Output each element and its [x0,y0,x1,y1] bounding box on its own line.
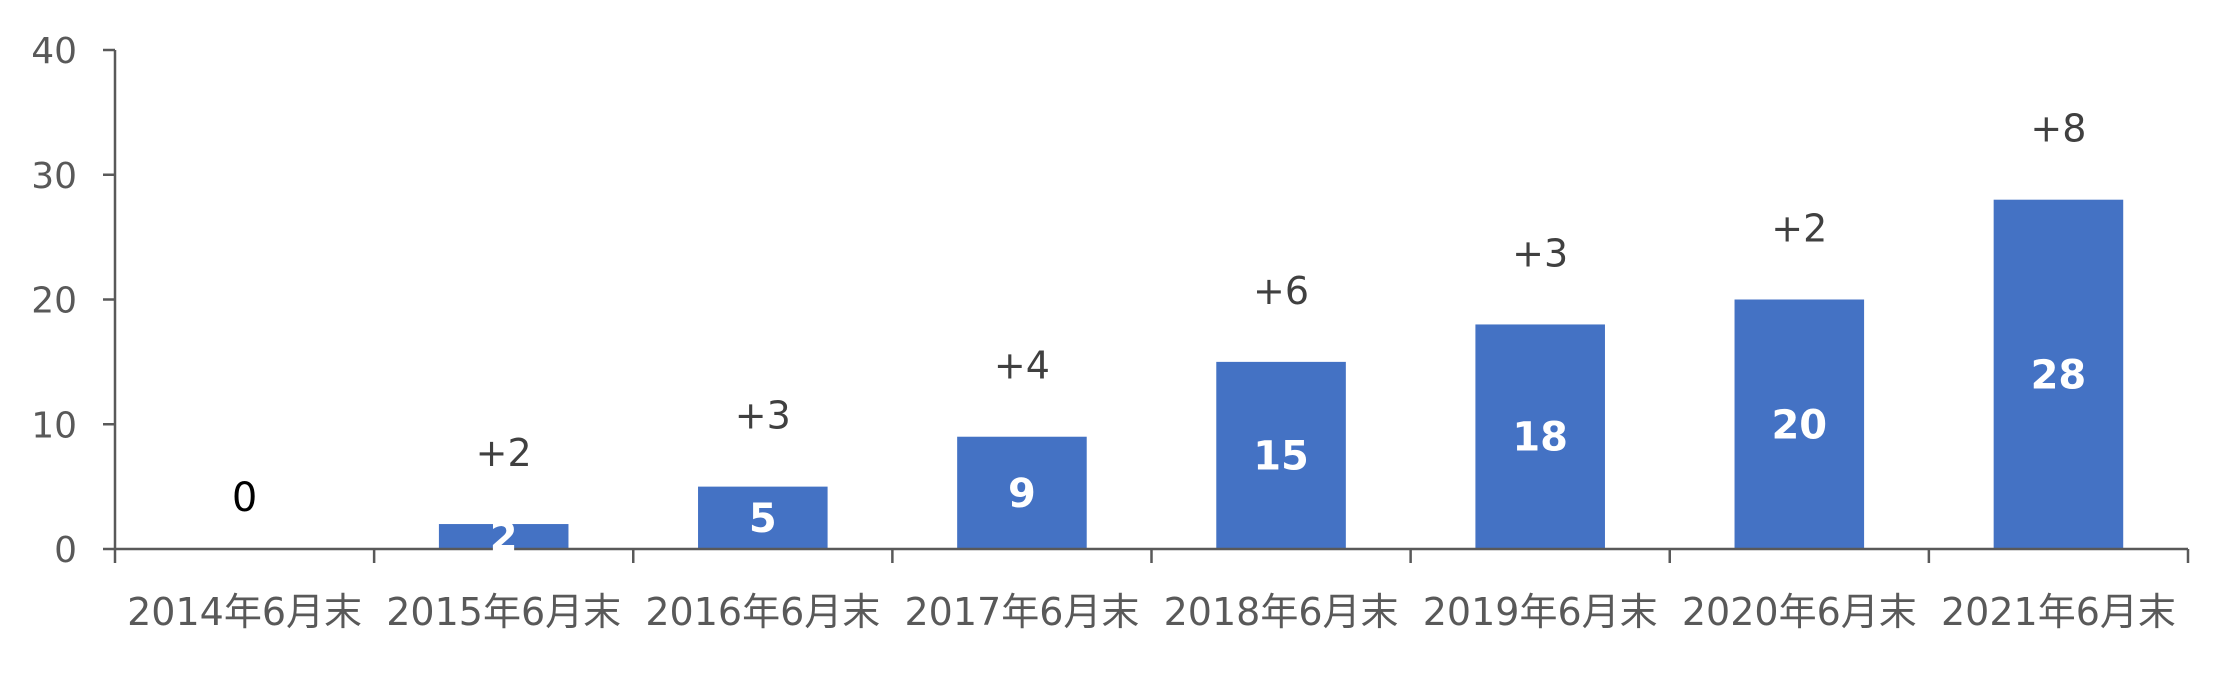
value-label: 15 [1253,433,1309,479]
x-tick-label: 2014年6月末 [127,590,362,634]
value-label: 2 [490,515,518,561]
change-label: +4 [994,344,1050,388]
bar [1993,199,2124,549]
bar [957,436,1087,549]
bars [438,199,2124,549]
value-label: 5 [749,496,777,542]
x-tick-label: 2019年6月末 [1423,590,1658,634]
data-labels: 0 2 +2 5 +3 9 +4 15 +6 18 +3 20 +2 28 +8 [232,107,2087,561]
value-label: 20 [1771,402,1827,448]
value-label: 0 [232,475,257,521]
x-tick-label: 2015年6月末 [386,590,621,634]
y-tick-label: 10 [31,405,77,446]
bar [1475,324,1605,549]
value-label: 9 [1008,471,1036,517]
x-tick-label: 2018年6月末 [1164,590,1399,634]
x-axis: 2014年6月末 2015年6月末 2016年6月末 2017年6月末 2018年6月末… [113,547,2190,634]
bar [438,524,569,549]
x-tick-label: 2016年6月末 [645,590,880,634]
bar [1734,299,1865,549]
change-label: +3 [1512,231,1568,275]
y-tick-label: 30 [31,156,77,197]
x-tick-label: 2017年6月末 [904,590,1139,634]
y-tick-label: 40 [31,31,77,72]
x-tick-label: 2020年6月末 [1682,590,1917,634]
change-label: +2 [1771,207,1827,251]
change-label: +2 [476,431,532,475]
change-label: +6 [1253,269,1309,313]
x-tick-label: 2021年6月末 [1941,590,2176,634]
change-label: +8 [2030,107,2086,151]
y-axis: 0 10 20 30 40 [31,31,117,571]
y-tick-label: 20 [31,281,77,322]
value-label: 28 [2031,352,2087,398]
change-label: +3 [735,394,791,438]
bar [1216,361,1346,549]
value-label: 18 [1512,415,1568,461]
bar [698,486,828,549]
y-tick-label: 0 [54,530,77,571]
